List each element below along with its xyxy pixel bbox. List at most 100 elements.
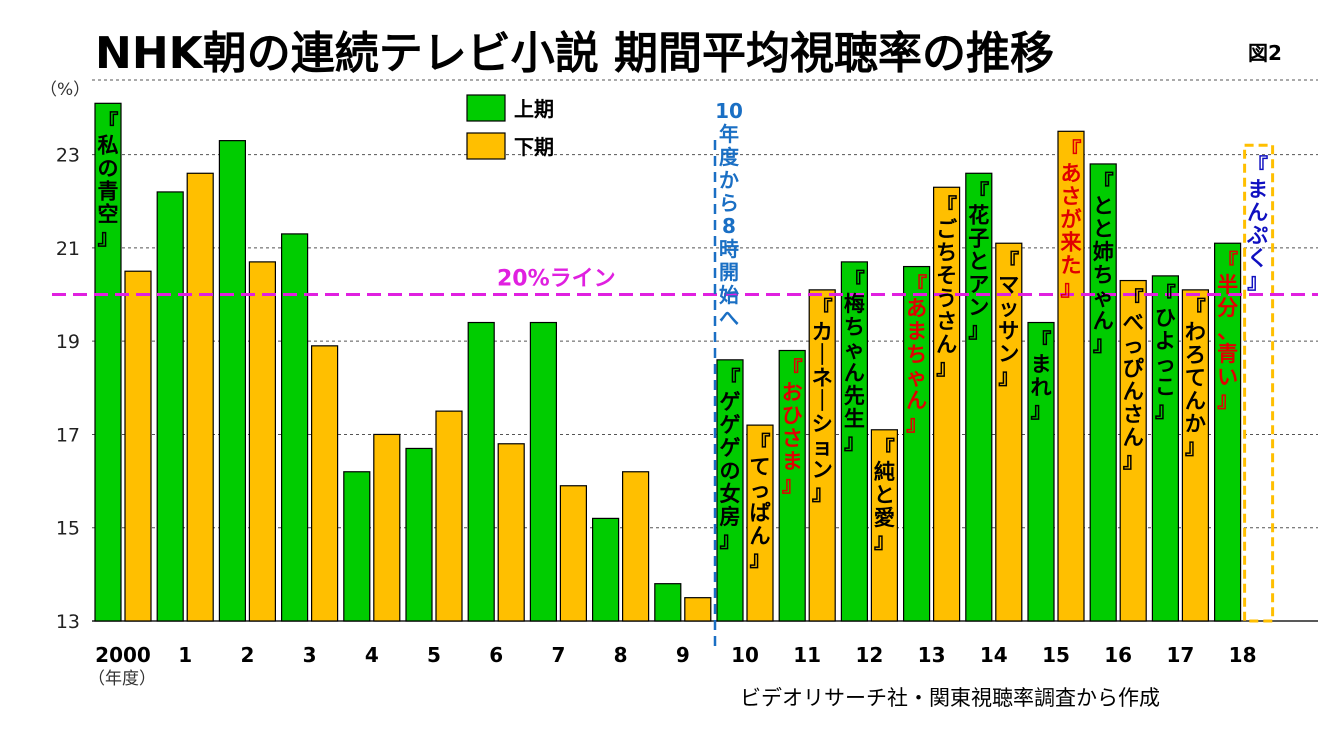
x-ticks: 2000 1 2 3 4 5 6 7 8 9 10 11 12 13 14 15 16 17 18 (95, 643, 1256, 667)
drama-title-label: 『純と愛』 (874, 437, 895, 553)
bar-upper (405, 447, 433, 622)
bar-upper (218, 140, 246, 622)
drama-title-label: 『カ｜ネ｜ション』 (812, 297, 833, 505)
bar-upper (591, 517, 620, 622)
legend-swatch-upper (466, 94, 506, 122)
bar-lower (124, 270, 152, 622)
drama-title-label: 『私の青空』 (98, 110, 119, 249)
bar-upper (778, 349, 806, 622)
bar-lower (373, 433, 401, 622)
bar-upper (156, 191, 184, 622)
y-tick-label: 21 (56, 238, 80, 260)
bar-upper (1151, 275, 1180, 622)
drama-title-label: 『てっぱん』 (750, 432, 771, 571)
drama-title-label: 『ゲゲゲの女房』 (720, 367, 741, 552)
drama-title-label: 『わろてんか』 (1185, 297, 1206, 459)
bar-upper (965, 172, 993, 622)
y-tick-label: 13 (56, 611, 80, 633)
x-tick-label: 10 (731, 643, 759, 667)
bar-upper (654, 583, 682, 622)
y-tick-label: 17 (56, 424, 80, 446)
drama-titles: 『私の青空』『ゲゲゲの女房』『てっぱん』『おひさま』『カ｜ネ｜ション』『梅ちゃん… (98, 110, 1269, 571)
bar-upper (467, 321, 495, 622)
reference-line-label: 20%ライン (497, 267, 616, 292)
bar-lower (870, 429, 899, 622)
bar-lower (932, 186, 961, 622)
drama-title-label: 『ごちそうさん』 (936, 194, 957, 379)
x-tick-label: 9 (676, 643, 690, 667)
bar-lower (995, 242, 1023, 622)
drama-title-label: 『とと姉ちゃん』 (1093, 171, 1114, 356)
x-tick-label: 13 (918, 643, 946, 667)
drama-title-label: 『べっぴんさん』 (1123, 288, 1144, 473)
x-tick-label: 2000 (95, 643, 151, 667)
x-tick-label: 11 (793, 643, 821, 667)
legend: 上期 下期 (466, 94, 554, 160)
y-tick-label: 15 (56, 518, 80, 540)
bars (94, 102, 1275, 623)
drama-title-label: 『花子とアン』 (968, 180, 989, 342)
bar-lower (746, 424, 774, 622)
bar-lower (1119, 279, 1147, 622)
drama-title-label: 『まれ』 (1031, 330, 1052, 423)
bar-lower (1057, 130, 1085, 622)
legend-swatch-lower (466, 132, 506, 160)
y-tick-label: 19 (56, 331, 80, 353)
drama-title-label: 『ひよっこ』 (1155, 283, 1176, 422)
x-tick-label: 8 (614, 643, 628, 667)
bar-upper (902, 265, 931, 622)
x-tick-label: 1 (178, 643, 192, 667)
bar-upper (94, 102, 122, 622)
bar-lower (808, 289, 836, 622)
y-ticks: 13 15 17 19 21 23 (56, 145, 80, 633)
bar-upper (529, 321, 558, 622)
y-tick-label: 23 (56, 145, 80, 167)
legend-label-lower: 下期 (514, 135, 554, 159)
bar-lower (435, 410, 463, 622)
drama-title-label: 『おひさま』 (782, 358, 803, 497)
bar-upper (1089, 163, 1117, 622)
drama-title-label: 『まんぷく』 (1246, 154, 1268, 293)
reference-line-group: 20%ライン (52, 267, 1318, 297)
bar-placeholder (1243, 143, 1275, 623)
bar-lower (186, 172, 214, 622)
x-tick-label: 4 (365, 643, 379, 667)
x-tick-label: 17 (1166, 643, 1194, 667)
bar-upper (1027, 321, 1055, 622)
bar-lower (621, 471, 650, 622)
drama-title-label: 『梅ちゃん先生』 (844, 269, 865, 454)
bar-upper (343, 471, 371, 622)
chart-title: NHK朝の連続テレビ小説 期間平均視聴率の推移 (95, 28, 1054, 79)
x-tick-label: 7 (551, 643, 565, 667)
legend-label-upper: 上期 (514, 97, 554, 121)
drama-title-label: 『半分、青い』 (1217, 250, 1238, 412)
x-tick-label: 14 (980, 643, 1008, 667)
bar-upper (716, 359, 744, 622)
x-tick-label: 2 (240, 643, 254, 667)
annotation-text: 10 年度から 8 時開始へ (715, 99, 743, 330)
x-tick-label: 18 (1229, 643, 1257, 667)
bar-lower (559, 485, 588, 622)
bar-lower (1181, 289, 1210, 622)
x-tick-label: 12 (855, 643, 883, 667)
drama-title-label: 『あまちゃん』 (906, 274, 927, 436)
bar-lower (497, 443, 525, 622)
y-axis-unit: （%） (40, 80, 90, 100)
x-tick-label: 15 (1042, 643, 1070, 667)
bar-upper (281, 233, 309, 622)
x-axis-unit: （年度） (88, 669, 156, 689)
bar-upper (1213, 242, 1242, 622)
x-tick-label: 6 (489, 643, 503, 667)
bar-upper (840, 261, 869, 622)
x-tick-label: 16 (1104, 643, 1132, 667)
source-note: ビデオリサーチ社・関東視聴率調査から作成 (740, 686, 1160, 710)
x-tick-label: 5 (427, 643, 441, 667)
annotation-group: 10 年度から 8 時開始へ (713, 99, 743, 650)
figure-label: 図2 (1248, 41, 1282, 65)
x-tick-label: 3 (303, 643, 317, 667)
bar-lower (311, 345, 339, 622)
drama-title-label: 『あさが来た』 (1061, 138, 1083, 300)
bar-lower (684, 597, 712, 622)
bar-lower (248, 261, 276, 622)
